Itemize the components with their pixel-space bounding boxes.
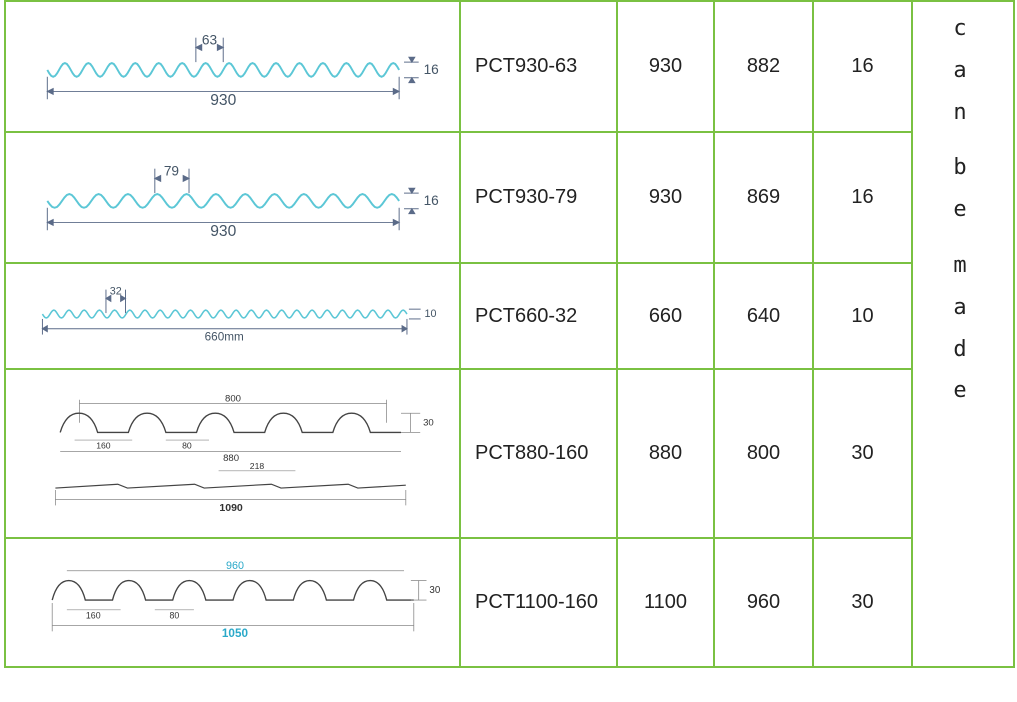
cell-model: PCT1100-160 [460, 538, 617, 667]
profile-diagram: 63 16 [5, 1, 460, 132]
height-label: 30 [429, 585, 440, 596]
cell-c: 16 [813, 132, 912, 263]
spec-table: 63 16 [4, 0, 1015, 668]
cell-a: 930 [617, 1, 714, 132]
dim-160: 160 [96, 441, 111, 451]
table-row: 32 10 660mm [5, 263, 1014, 369]
zig-overall: 1090 [219, 502, 243, 514]
bump-path [60, 413, 401, 432]
cell-model: PCT660-32 [460, 263, 617, 369]
profile-diagram: 800 30 160 80 [5, 369, 460, 538]
profile-diagram: 79 16 93 [5, 132, 460, 263]
cell-a: 930 [617, 132, 714, 263]
mid-label: 1050 [221, 627, 248, 640]
cell-model: PCT930-79 [460, 132, 617, 263]
top-label: 800 [225, 394, 241, 405]
cell-model: PCT930-63 [460, 1, 617, 132]
table-row: 800 30 160 80 [5, 369, 1014, 538]
cell-c: 30 [813, 538, 912, 667]
cell-a: 880 [617, 369, 714, 538]
cell-b: 882 [714, 1, 813, 132]
profile-diagram: 32 10 660mm [5, 263, 460, 369]
mid-label: 880 [223, 453, 239, 464]
table-row: 63 16 [5, 1, 1014, 132]
profile-diagram: 960 30 160 80 [5, 538, 460, 667]
wave-path [42, 310, 407, 318]
cell-a: 1100 [617, 538, 714, 667]
height-label: 10 [424, 308, 436, 320]
cell-c: 16 [813, 1, 912, 132]
table-row: 960 30 160 80 [5, 538, 1014, 667]
pitch-label: 63 [201, 32, 216, 47]
zig-path [55, 484, 405, 488]
dim-80: 80 [182, 441, 192, 451]
height-label: 30 [423, 417, 434, 428]
height-label: 16 [423, 193, 438, 208]
cell-b: 869 [714, 132, 813, 263]
cell-a: 660 [617, 263, 714, 369]
cell-b: 960 [714, 538, 813, 667]
pitch-label: 32 [109, 286, 121, 298]
cell-model: PCT880-160 [460, 369, 617, 538]
cell-c: 10 [813, 263, 912, 369]
cell-c: 30 [813, 369, 912, 538]
top-label: 960 [225, 559, 243, 571]
spec-table-frame: 63 16 [4, 0, 1013, 668]
width-label: 930 [210, 223, 236, 240]
cell-b: 640 [714, 263, 813, 369]
width-label: 660mm [204, 331, 243, 344]
bump-path [52, 580, 414, 600]
dim-160: 160 [85, 610, 100, 620]
zig-pitch: 218 [249, 461, 264, 471]
wave-path [47, 194, 399, 208]
height-label: 16 [423, 61, 438, 76]
table-row: 79 16 93 [5, 132, 1014, 263]
side-note-cell: can be made [912, 1, 1014, 667]
wave-path [47, 63, 399, 77]
pitch-label: 79 [163, 163, 178, 178]
side-note-text: can be made [953, 8, 972, 412]
width-label: 930 [210, 92, 236, 109]
cell-b: 800 [714, 369, 813, 538]
dim-80: 80 [169, 610, 179, 620]
